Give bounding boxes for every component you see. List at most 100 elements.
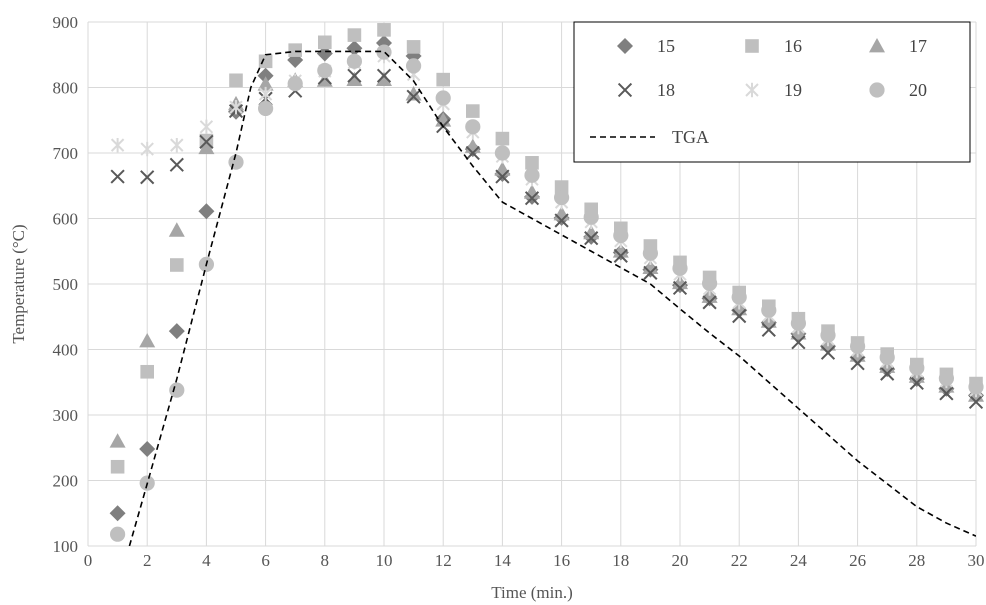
x-tick-label: 0 [84,551,93,570]
legend-marker-17 [869,38,885,53]
point-series-18 [347,68,362,83]
point-series-18 [643,265,658,280]
point-series-18 [140,170,155,185]
point-series-17 [346,71,363,87]
point-series-20 [642,245,659,261]
point-series-19 [110,137,125,153]
point-series-18 [850,356,865,371]
x-tick-label: 2 [143,551,152,570]
x-axis-title: Time (min.) [491,583,573,602]
x-tick-label: 18 [612,551,629,570]
point-series-15 [316,45,333,62]
point-series-18 [702,295,717,310]
point-series-16 [110,459,125,474]
point-series-18 [376,68,392,83]
point-series-20 [494,145,510,161]
point-series-17 [494,161,511,176]
point-series-15 [139,441,156,458]
point-series-15 [109,505,126,522]
x-tick-label: 20 [672,551,689,570]
point-series-15 [198,203,215,220]
y-tick-label: 700 [53,144,79,163]
legend-marker-15 [617,38,633,54]
point-series-19 [170,137,184,153]
point-series-20 [583,209,599,225]
point-series-17 [316,72,333,87]
point-series-16 [436,72,450,87]
point-series-20 [406,58,422,74]
point-series-20 [346,53,362,69]
point-series-16 [229,73,243,88]
point-series-20 [554,189,570,206]
y-tick-label: 800 [53,79,79,98]
point-series-16 [525,156,539,170]
legend-marker-19 [745,82,759,98]
point-series-18 [761,322,776,337]
legend: 15 16 17 18 19 20 TGA [573,21,971,163]
point-series-18 [199,134,214,149]
point-series-17 [376,71,392,87]
legend-label-17: 17 [909,36,927,56]
x-tick-label: 14 [494,551,512,570]
x-tick-label: 6 [261,551,270,570]
legend-label-20: 20 [909,80,927,100]
point-series-18 [672,280,688,296]
point-series-16 [554,180,569,194]
legend-box [573,21,971,163]
point-series-20 [258,100,274,117]
x-tick-label: 24 [790,551,808,570]
point-series-19 [140,141,154,157]
point-series-17 [464,138,481,153]
point-series-18 [880,366,895,381]
point-series-20 [110,526,126,542]
point-series-20 [287,75,303,92]
point-series-20 [850,338,866,354]
y-tick-label: 500 [53,275,79,294]
point-series-17 [198,139,215,155]
y-tick-label: 900 [53,13,79,32]
point-series-17 [583,224,600,240]
point-series-16 [466,104,480,118]
point-series-18 [465,145,480,161]
series-20 [110,44,984,542]
point-series-20 [968,379,984,395]
y-axis-title: Temperature (°C) [9,224,28,343]
point-series-19 [229,99,243,115]
point-series-16 [140,364,154,379]
legend-marker-16 [745,39,759,53]
point-series-17 [642,259,659,275]
point-series-20 [702,275,718,291]
x-tick-label: 26 [849,551,866,570]
point-series-17 [405,86,422,101]
point-series-17 [168,222,185,237]
legend-label-18: 18 [657,80,675,100]
point-series-18 [791,335,806,350]
point-series-16 [170,258,184,272]
point-series-17 [612,243,629,258]
tga-line [128,50,976,546]
point-series-20 [169,382,185,398]
legend-marker-18 [617,82,633,98]
x-tick-label: 10 [376,551,393,570]
point-series-18 [613,248,628,263]
point-series-15 [257,67,274,84]
point-series-17 [139,332,156,348]
point-series-20 [228,154,244,170]
point-series-18 [169,157,184,172]
point-series-18 [524,191,540,206]
point-series-20 [938,370,955,386]
tga-reference-line [128,50,976,546]
x-tick-label: 30 [968,551,985,570]
point-series-20 [613,227,629,244]
point-series-16 [377,23,391,37]
point-series-16 [318,35,332,50]
point-series-18 [968,394,984,410]
point-series-20 [524,167,540,183]
legend-label-15: 15 [657,36,675,56]
x-tick-label: 22 [731,551,748,570]
y-tick-label: 100 [53,537,79,556]
legend-marker-20 [869,82,885,98]
x-tick-label: 12 [435,551,452,570]
point-series-16 [258,54,273,69]
